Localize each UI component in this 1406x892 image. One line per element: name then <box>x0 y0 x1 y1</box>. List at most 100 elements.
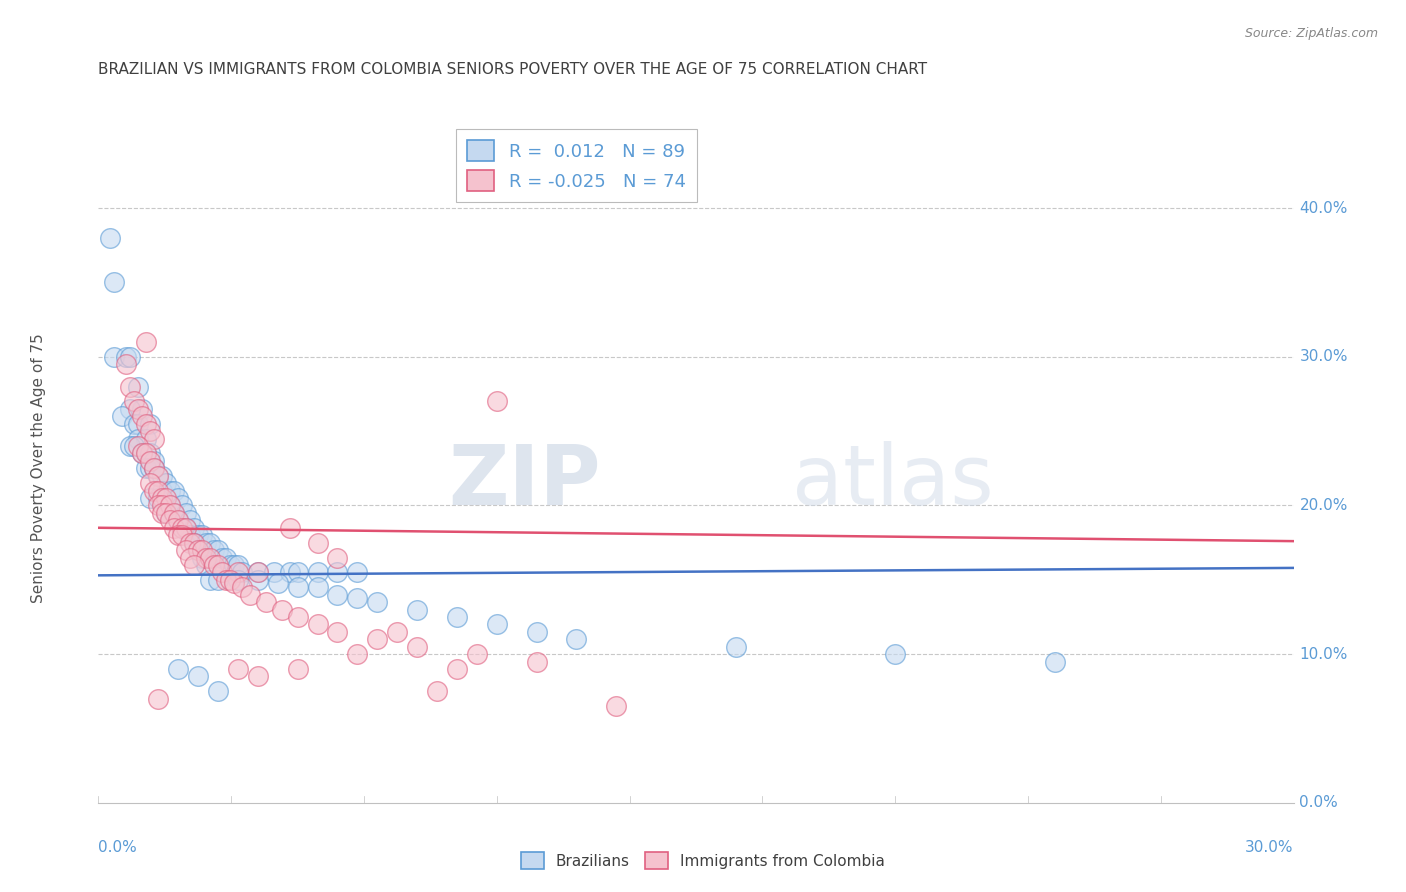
Point <box>226 573 249 587</box>
Point <box>194 558 218 572</box>
Point <box>215 550 238 565</box>
Point <box>143 454 166 468</box>
Point <box>172 521 194 535</box>
Point <box>426 684 449 698</box>
Point <box>1043 655 1066 669</box>
Point <box>194 535 218 549</box>
Point <box>148 491 170 505</box>
Point <box>150 499 173 513</box>
Legend: R =  0.012   N = 89, R = -0.025   N = 74: R = 0.012 N = 89, R = -0.025 N = 74 <box>457 129 696 202</box>
Point <box>222 575 245 590</box>
Point <box>159 483 181 498</box>
Point <box>150 483 173 498</box>
Point <box>98 231 122 245</box>
Point <box>139 446 162 460</box>
Point <box>270 602 292 616</box>
Point <box>326 588 349 602</box>
Point <box>211 550 233 565</box>
Point <box>183 558 205 572</box>
Text: ZIP: ZIP <box>449 442 600 522</box>
Point <box>148 483 170 498</box>
Point <box>307 617 329 632</box>
Point <box>446 662 468 676</box>
Point <box>167 528 190 542</box>
Point <box>179 513 201 527</box>
Point <box>326 566 349 580</box>
Point <box>246 566 269 580</box>
Point <box>246 566 269 580</box>
Point <box>127 432 149 446</box>
Point <box>148 468 170 483</box>
Point <box>139 461 162 475</box>
Point <box>187 543 209 558</box>
Point <box>179 550 201 565</box>
Point <box>526 655 548 669</box>
Point <box>406 602 429 616</box>
Point <box>139 491 162 505</box>
Point <box>187 669 209 683</box>
Point <box>148 468 170 483</box>
Point <box>135 417 157 431</box>
Point <box>167 662 190 676</box>
Point <box>174 521 197 535</box>
Text: Seniors Poverty Over the Age of 75: Seniors Poverty Over the Age of 75 <box>31 334 46 603</box>
Point <box>150 491 173 505</box>
Point <box>167 491 190 505</box>
Point <box>326 550 349 565</box>
Point <box>131 446 153 460</box>
Point <box>143 483 166 498</box>
Point <box>485 617 508 632</box>
Point <box>150 506 173 520</box>
Point <box>143 432 166 446</box>
Point <box>526 624 548 639</box>
Point <box>884 647 907 661</box>
Point <box>202 558 225 572</box>
Point <box>605 699 627 714</box>
Point <box>174 543 197 558</box>
Point <box>231 580 253 594</box>
Point <box>485 394 508 409</box>
Point <box>346 647 368 661</box>
Point <box>143 461 166 475</box>
Point <box>131 409 153 424</box>
Point <box>207 573 229 587</box>
Legend: Brazilians, Immigrants from Colombia: Brazilians, Immigrants from Colombia <box>515 846 891 875</box>
Point <box>159 499 181 513</box>
Point <box>139 454 162 468</box>
Point <box>465 647 488 661</box>
Point <box>191 550 214 565</box>
Point <box>120 82 142 96</box>
Point <box>167 513 190 527</box>
Point <box>135 432 157 446</box>
Point <box>278 521 301 535</box>
Point <box>191 528 214 542</box>
Point <box>111 409 134 424</box>
Point <box>366 632 388 647</box>
Point <box>219 573 242 587</box>
Point <box>163 506 186 520</box>
Point <box>174 506 197 520</box>
Point <box>131 401 153 416</box>
Point <box>326 624 349 639</box>
Point <box>159 513 181 527</box>
Point <box>219 558 242 572</box>
Point <box>307 566 329 580</box>
Point <box>179 528 201 542</box>
Point <box>366 595 388 609</box>
Point <box>226 558 249 572</box>
Point <box>135 461 157 475</box>
Point <box>120 350 142 364</box>
Point <box>167 513 190 527</box>
Point <box>159 499 181 513</box>
Point <box>307 580 329 594</box>
Point <box>172 528 194 542</box>
Point <box>183 521 205 535</box>
Point <box>222 558 245 572</box>
Point <box>267 575 290 590</box>
Point <box>183 535 205 549</box>
Point <box>127 401 149 416</box>
Point <box>172 499 194 513</box>
Point <box>194 550 218 565</box>
Point <box>139 476 162 491</box>
Point <box>131 446 153 460</box>
